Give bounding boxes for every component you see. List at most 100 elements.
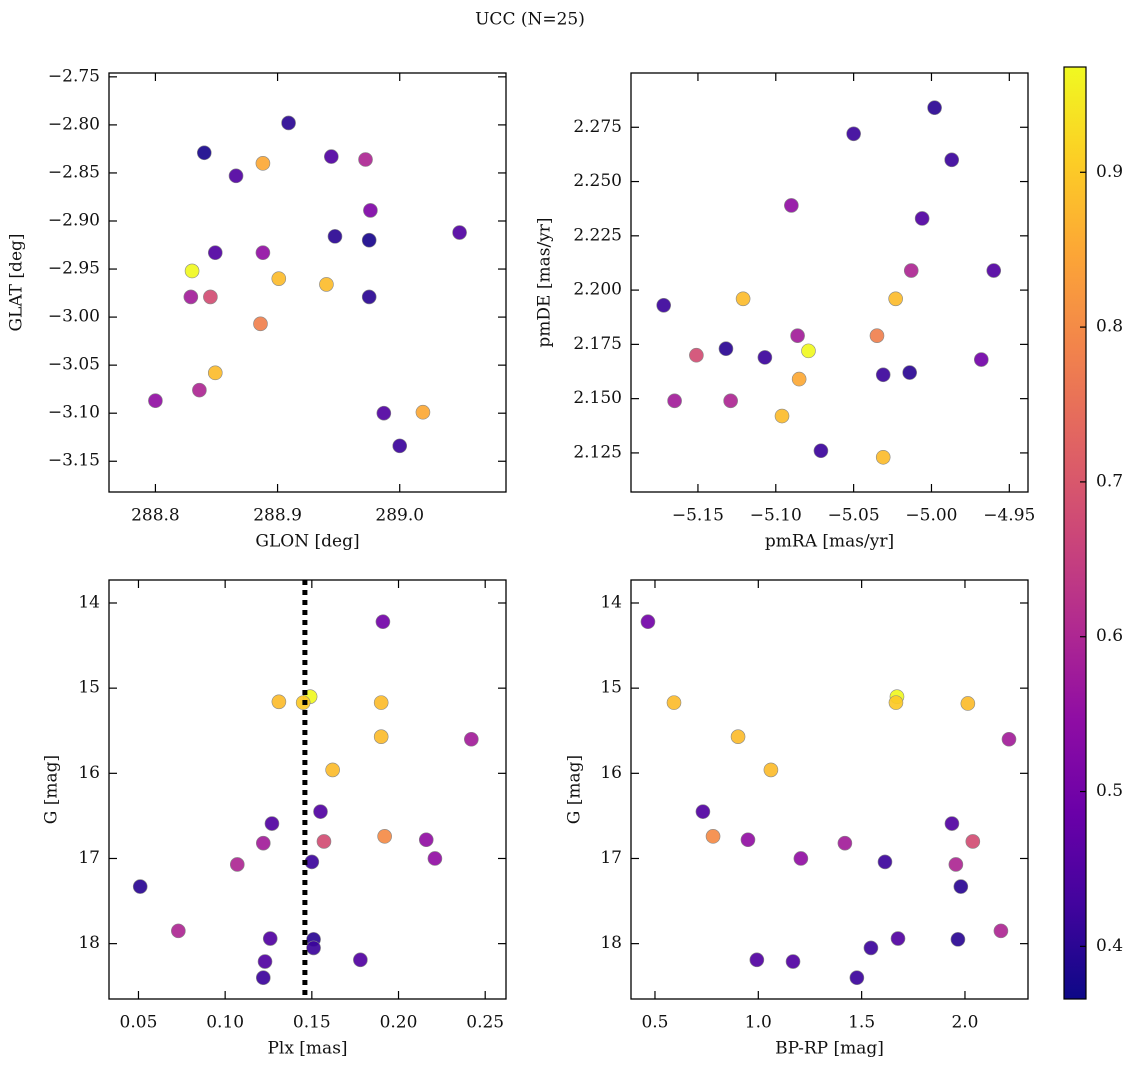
- y-tick-label: −3.00: [48, 307, 100, 327]
- scatter-point: [837, 835, 853, 851]
- scatter-point: [255, 245, 271, 261]
- scatter-point: [184, 263, 200, 279]
- colorbar-tick-label: 0.7: [1096, 471, 1123, 491]
- y-tick-label: 15: [600, 678, 622, 698]
- plot-frame: [630, 72, 1029, 493]
- y-tick-label: −2.95: [48, 259, 100, 279]
- y-tick-label: 14: [78, 592, 100, 612]
- scatter-point: [373, 729, 389, 744]
- scatter-point: [944, 816, 960, 831]
- y-tick-label: 2.250: [573, 171, 622, 191]
- scatter-point: [875, 449, 891, 465]
- colorbar-tick-label: 0.8: [1096, 317, 1123, 337]
- scatter-point: [965, 834, 981, 849]
- scatter-point: [863, 940, 879, 956]
- scatter-point: [281, 115, 296, 131]
- scatter-point: [948, 857, 964, 872]
- y-tick-label: −2.90: [48, 210, 100, 230]
- scatter-point: [960, 696, 976, 711]
- scatter-point: [790, 328, 805, 343]
- x-tick-label: −5.05: [828, 506, 880, 526]
- scatter-point: [656, 297, 671, 313]
- scatter-point: [427, 851, 443, 866]
- scatter-point: [666, 695, 682, 710]
- x-tick-label: 0.5: [641, 1013, 668, 1033]
- scatter-point: [801, 343, 816, 359]
- scatter-point: [718, 341, 734, 357]
- scatter-point: [950, 932, 966, 947]
- colorbar-tick-label: 0.9: [1096, 162, 1123, 182]
- scatter-point: [793, 851, 809, 866]
- x-tick-label: 0.25: [466, 1013, 504, 1033]
- scatter-point: [667, 393, 682, 409]
- y-tick-label: −3.05: [48, 355, 100, 375]
- scatter-point: [327, 229, 343, 244]
- scatter-point: [914, 211, 930, 226]
- scatter-point: [376, 405, 392, 421]
- scatter-point: [271, 694, 287, 710]
- x-tick-label: −4.95: [983, 506, 1035, 526]
- scatter-point: [148, 393, 163, 409]
- scatter-point: [192, 382, 207, 398]
- scatter-point: [257, 954, 273, 969]
- scatter-point: [324, 149, 339, 164]
- x-axis-label: pmRA [mas/yr]: [765, 532, 894, 552]
- scatter-point: [363, 203, 378, 218]
- x-tick-label: −5.10: [750, 506, 802, 526]
- scatter-point: [875, 367, 891, 383]
- x-tick-label: −5.15: [672, 506, 724, 526]
- x-tick-label: 1.0: [745, 1013, 772, 1033]
- scatter-point: [869, 328, 885, 343]
- scatter-point: [640, 614, 656, 630]
- scatter-point: [132, 879, 148, 894]
- scatter-point: [784, 198, 799, 213]
- plot-frame: [108, 72, 507, 493]
- x-tick-label: 288.8: [131, 506, 180, 526]
- scatter-point: [973, 352, 989, 367]
- scatter-point: [262, 931, 278, 946]
- x-tick-label: 1.5: [848, 1013, 875, 1033]
- scatter-point: [849, 970, 865, 986]
- y-tick-label: −2.85: [48, 162, 100, 182]
- scatter-point: [373, 695, 389, 710]
- scatter-point: [196, 145, 212, 161]
- scatter-point: [253, 316, 268, 332]
- scatter-point: [361, 232, 377, 248]
- y-axis-label: pmDE [mas/yr]: [535, 217, 555, 347]
- scatter-point: [986, 263, 1002, 278]
- scatter-point: [377, 829, 392, 844]
- scatter-point: [735, 291, 751, 307]
- y-tick-label: 2.125: [573, 442, 622, 462]
- scatter-point: [791, 371, 807, 387]
- scatter-point: [723, 393, 738, 409]
- scatter-point: [306, 940, 321, 956]
- scatter-point: [757, 350, 773, 365]
- y-axis-label: G [mag]: [42, 755, 62, 824]
- scatter-point: [228, 168, 244, 184]
- x-axis-label: GLON [deg]: [255, 532, 359, 552]
- scatter-point: [319, 277, 334, 292]
- scatter-point: [255, 835, 271, 851]
- scatter-point: [316, 834, 332, 849]
- panel: −5.15 −5.10 −5.05 −5.00 −4.95 2.125 2.150 2.175…: [535, 72, 1035, 552]
- scatter-point: [392, 438, 408, 454]
- colorbar: [1063, 66, 1087, 1000]
- scatter-point: [877, 854, 893, 870]
- x-tick-label: 288.9: [253, 506, 302, 526]
- scatter-point: [325, 762, 340, 778]
- scatter-point: [740, 832, 756, 848]
- plot-frame: [630, 579, 1029, 1000]
- scatter-point: [785, 954, 801, 969]
- y-tick-label: 2.275: [573, 117, 622, 137]
- x-tick-label: −5.00: [905, 506, 957, 526]
- panel: 0.5 1.0 1.5 2.0 14 15 16 17 18 BP-RP [mag] G [mag]: [565, 579, 1029, 1059]
- x-axis-label: BP-RP [mag]: [775, 1039, 884, 1059]
- y-tick-label: 16: [78, 763, 100, 783]
- colorbar-tick-label: 0.5: [1096, 781, 1123, 801]
- x-tick-label: 0.20: [380, 1013, 418, 1033]
- scatter-point: [353, 952, 368, 968]
- scatter-point: [695, 804, 711, 819]
- scatter-point: [888, 291, 903, 307]
- y-tick-label: 2.200: [573, 280, 622, 300]
